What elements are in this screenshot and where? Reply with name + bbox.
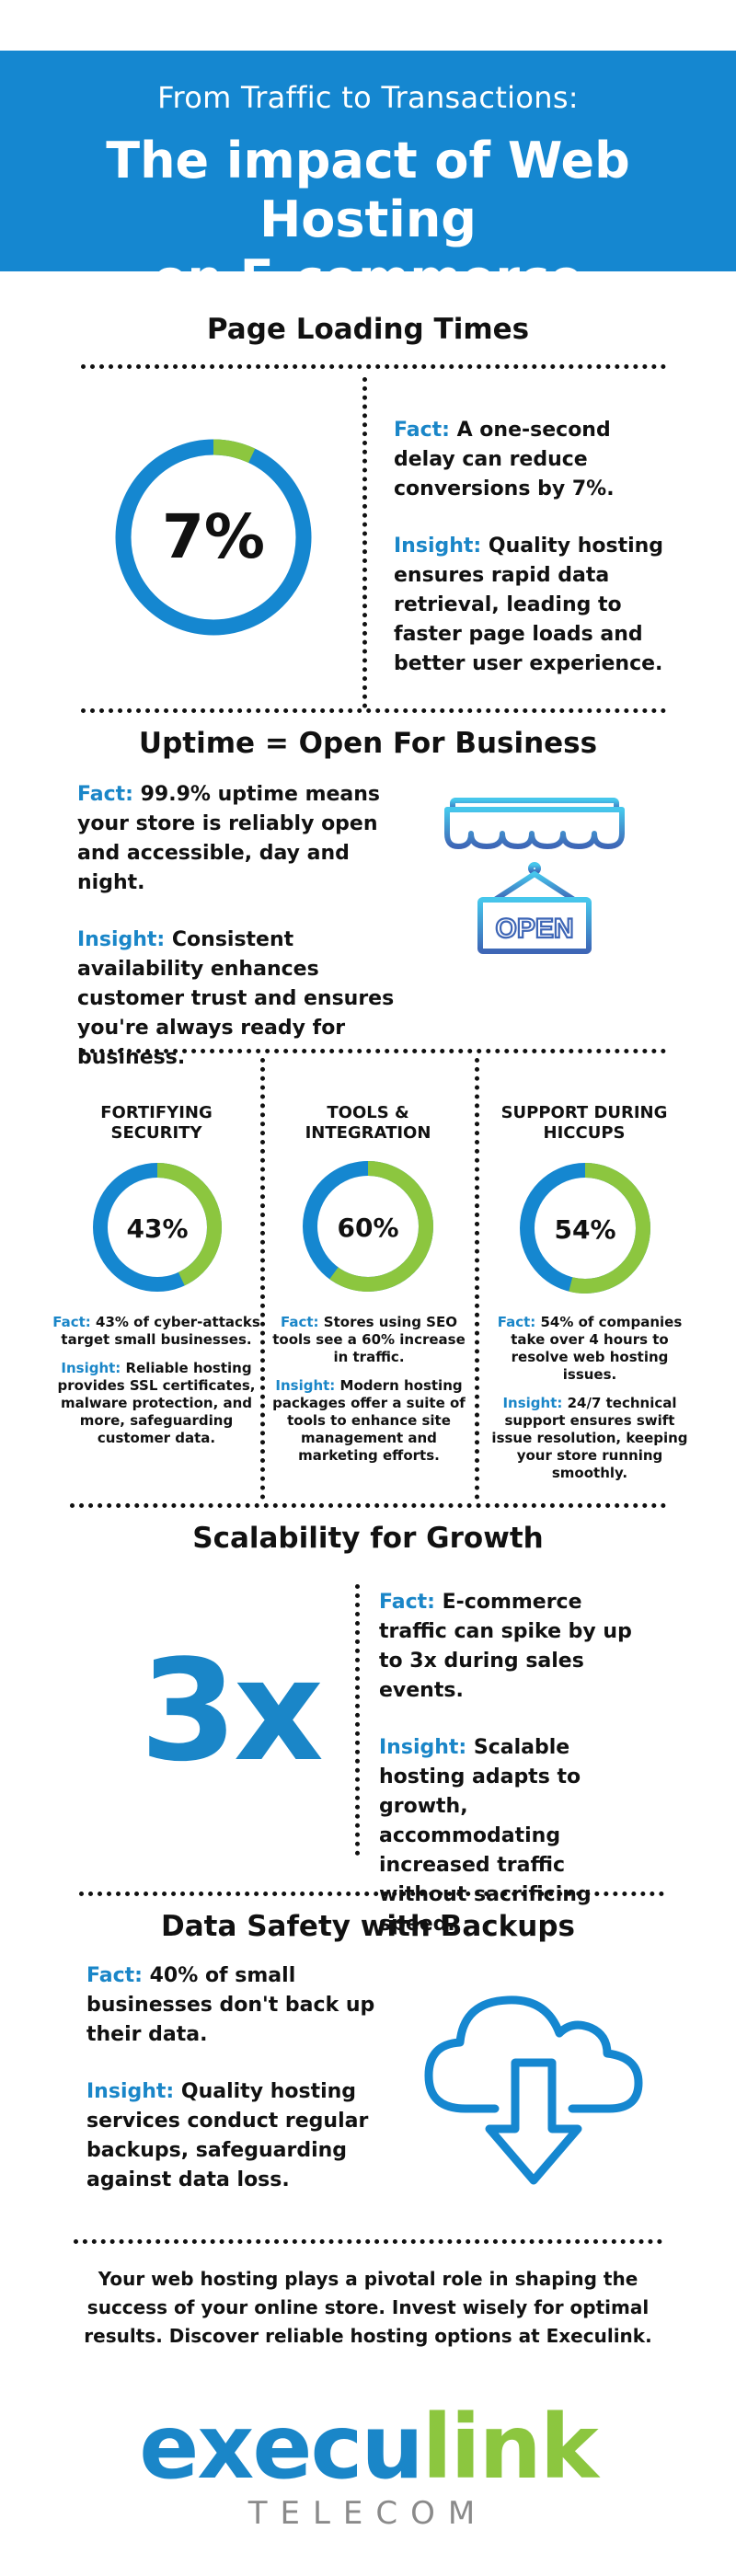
divider (475, 1058, 479, 1500)
scalability-title: Scalability for Growth (192, 1522, 544, 1555)
security-title: FORTIFYING SECURITY (46, 1103, 267, 1144)
divider (70, 1503, 666, 1508)
page-loading-ring: 7% (115, 439, 312, 636)
support-title: SUPPORT DURING HICCUPS (486, 1103, 683, 1144)
uptime-title: Uptime = Open For Business (138, 727, 598, 760)
insight-text: 24/7 technical support ensures swift iss… (491, 1395, 688, 1481)
divider (81, 364, 666, 369)
support-text: Fact: 54% of companies take over 4 hours… (488, 1314, 692, 1482)
insight-text: Reliable hosting provides SSL certificat… (57, 1360, 256, 1446)
ring-progress (303, 1161, 433, 1292)
insight-paragraph: Insight: Consistent availability enhance… (77, 926, 407, 1073)
scalability-stat: 3x (140, 1629, 324, 1792)
insight-label: Insight: (86, 2080, 175, 2103)
security-ring: 43% (93, 1163, 222, 1292)
header-subtitle: From Traffic to Transactions: (157, 80, 579, 115)
fact-text: 99.9% uptime means your store is reliabl… (77, 783, 381, 894)
divider (260, 1058, 265, 1500)
fact-paragraph: Fact: E-commerce traffic can spike by up… (379, 1588, 655, 1706)
insight-paragraph: Insight: Reliable hosting provides SSL c… (48, 1360, 265, 1447)
uptime-text: Fact: 99.9% uptime means your store is r… (77, 780, 407, 1073)
page-loading-stat: 7% (162, 501, 265, 572)
divider (74, 2239, 662, 2244)
insight-text: Scalable hosting adapts to growth, accom… (379, 1736, 592, 1936)
support-title-line2: HICCUPS (543, 1123, 626, 1143)
insight-paragraph: Insight: Modern hosting packages offer a… (270, 1377, 467, 1465)
fact-paragraph: Fact: 40% of small businesses don't back… (86, 1961, 390, 2050)
fact-text: 54% of companies take over 4 hours to re… (511, 1314, 683, 1383)
insight-paragraph: Insight: Quality hosting services conduc… (86, 2077, 390, 2195)
fact-label: Fact: (497, 1314, 536, 1330)
insight-text: Modern hosting packages offer a suite of… (272, 1377, 466, 1464)
scalability-text: Fact: E-commerce traffic can spike by up… (379, 1588, 655, 1939)
tools-text: Fact: Stores using SEO tools see a 60% i… (270, 1314, 467, 1465)
divider (81, 1049, 666, 1053)
tools-title-line2: INTEGRATION (305, 1123, 431, 1143)
insight-label: Insight: (502, 1395, 563, 1411)
fact-label: Fact: (52, 1314, 91, 1330)
divider (81, 708, 666, 713)
logo-part1: execu (139, 2396, 423, 2499)
logo-wordmark: execulink (0, 2401, 736, 2493)
fact-label: Fact: (379, 1591, 435, 1614)
cloud-download-icon (424, 1995, 643, 2185)
ring-progress (115, 439, 312, 636)
page-loading-text: Fact: A one-second delay can reduce conv… (394, 416, 670, 679)
divider (355, 1584, 360, 1856)
ring-progress (520, 1163, 650, 1294)
fact-text: Stores using SEO tools see a 60% increas… (272, 1314, 466, 1365)
insight-label: Insight: (61, 1360, 121, 1376)
tools-ring: 60% (303, 1161, 433, 1292)
fact-text: 40% of small businesses don't back up th… (86, 1964, 375, 2046)
ring-progress (93, 1163, 222, 1292)
fact-paragraph: Fact: A one-second delay can reduce conv… (394, 416, 670, 504)
security-text: Fact: 43% of cyber-attacks target small … (48, 1314, 265, 1447)
insight-label: Insight: (379, 1736, 467, 1759)
divider (79, 1892, 664, 1896)
logo-part2: link (421, 2396, 599, 2499)
header-title: The impact of Web Hosting on E-commerce (0, 132, 736, 308)
backups-title: Data Safety with Backups (161, 1910, 575, 1943)
insight-text: Quality hosting services conduct regular… (86, 2080, 369, 2191)
page-loading-title: Page Loading Times (206, 313, 530, 346)
divider (362, 377, 367, 708)
fact-paragraph: Fact: 54% of companies take over 4 hours… (488, 1314, 692, 1384)
fact-label: Fact: (281, 1314, 319, 1330)
security-title-line1: FORTIFYING (100, 1103, 213, 1122)
header-title-line2: on E-commerce (153, 249, 583, 307)
fact-label: Fact: (86, 1964, 143, 1987)
open-sign-text: OPEN (495, 914, 573, 944)
security-stat: 43% (126, 1213, 188, 1244)
header-title-line1: The impact of Web Hosting (106, 132, 630, 248)
insight-paragraph: Insight: 24/7 technical support ensures … (488, 1395, 692, 1482)
support-title-line1: SUPPORT DURING (500, 1103, 668, 1122)
insight-label: Insight: (77, 928, 166, 951)
fact-text: A one-second delay can reduce conversion… (394, 419, 615, 500)
backups-text: Fact: 40% of small businesses don't back… (86, 1961, 390, 2195)
insight-label: Insight: (394, 535, 482, 558)
security-title-line2: SECURITY (110, 1123, 202, 1143)
fact-text: 43% of cyber-attacks target small busine… (61, 1314, 260, 1348)
insight-label: Insight: (275, 1377, 336, 1394)
fact-text: E-commerce traffic can spike by up to 3x… (379, 1591, 632, 1702)
execulink-logo: execulink TELECOM (0, 2401, 736, 2532)
tools-stat: 60% (337, 1213, 398, 1243)
support-stat: 54% (554, 1214, 615, 1245)
tools-title: TOOLS & INTEGRATION (276, 1103, 460, 1144)
insight-paragraph: Insight: Scalable hosting adapts to grow… (379, 1733, 655, 1939)
insight-text: Consistent availability enhances custome… (77, 928, 395, 1069)
fact-label: Fact: (77, 783, 133, 806)
insight-paragraph: Insight: Quality hosting ensures rapid d… (394, 532, 670, 679)
support-ring: 54% (520, 1163, 650, 1294)
tools-title-line1: TOOLS & (327, 1103, 409, 1122)
insight-text: Quality hosting ensures rapid data retri… (394, 535, 664, 675)
fact-paragraph: Fact: 43% of cyber-attacks target small … (48, 1314, 265, 1349)
logo-tagline: TELECOM (247, 2495, 489, 2532)
fact-paragraph: Fact: 99.9% uptime means your store is r… (77, 780, 407, 898)
closing-text: Your web hosting plays a pivotal role in… (84, 2268, 652, 2347)
fact-paragraph: Fact: Stores using SEO tools see a 60% i… (270, 1314, 467, 1366)
storefront-open-sign-icon: OPEN (444, 798, 625, 982)
fact-label: Fact: (394, 419, 450, 442)
header-banner: From Traffic to Transactions: The impact… (0, 51, 736, 307)
